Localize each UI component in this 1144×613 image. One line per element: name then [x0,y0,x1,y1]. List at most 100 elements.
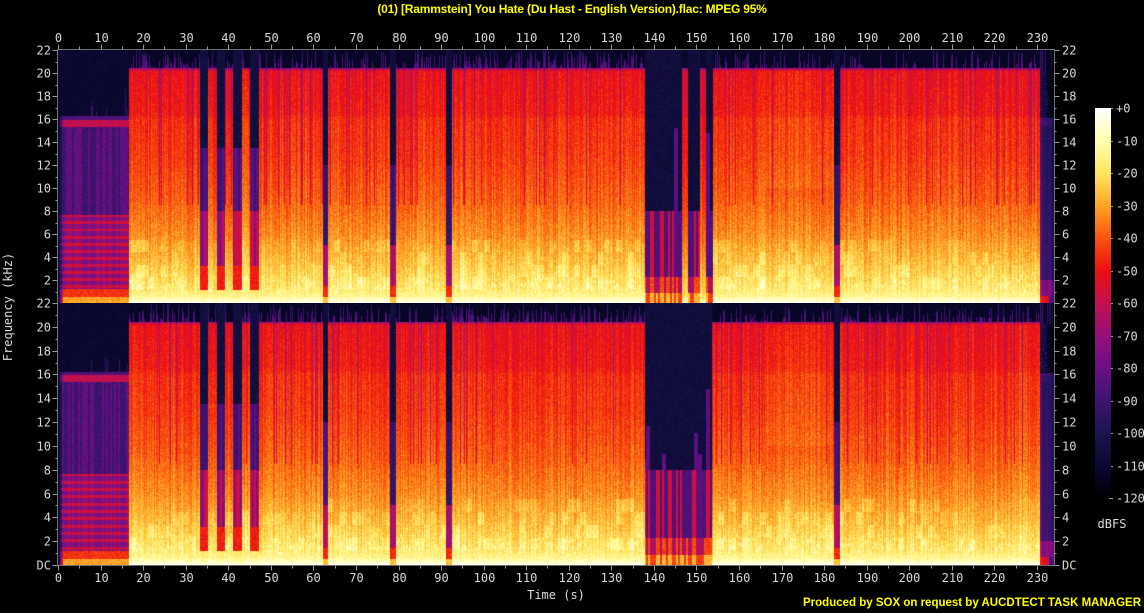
tick-label: 0 [55,31,62,45]
bottom-axis-ticks: 0 10 20 30 40 50 60 70 80 90 100 110 120 130 140 150 160… [55,565,1049,585]
tick-label: 14 [37,392,51,406]
tick-label: 150 [686,31,708,45]
tick-label: -80 [1116,362,1138,376]
tick-label: 70 [349,571,363,585]
tick-label: 40 [221,31,235,45]
top-axis-ticks: 0 10 20 30 40 50 60 70 80 90 100 110 120 130 140 150 160… [55,31,1048,50]
tick-label: 12 [37,416,51,430]
tick-label: 50 [264,571,278,585]
tick-label: 10 [37,182,51,196]
tick-label: 230 [1027,571,1049,585]
tick-label: 230 [1027,31,1049,45]
tick-label: -20 [1116,167,1138,181]
tick-label: 4 [1062,251,1069,265]
tick-label: 2 [1062,274,1069,288]
tick-label: 220 [984,571,1006,585]
tick-label: 18 [37,90,51,104]
tick-label: 16 [37,113,51,127]
tick-label: -120 [1116,492,1144,506]
tick-label: 20 [1062,67,1076,81]
tick-label: 210 [942,571,964,585]
tick-label: 20 [136,571,150,585]
tick-label: 2 [44,535,51,549]
tick-label: 20 [136,31,150,45]
tick-label: 20 [1062,321,1076,335]
tick-label: 22 [37,44,51,58]
spectrogram-left-channel [58,50,1054,303]
tick-label: -70 [1116,330,1138,344]
tick-label: 30 [179,31,193,45]
y-axis-label: Frequency (kHz) [1,252,15,362]
tick-label: 130 [601,31,623,45]
tick-label: 80 [392,571,406,585]
plot-border [57,49,1055,566]
tick-label: 120 [559,31,581,45]
tick-label: 22 [1062,44,1076,58]
tick-label: 12 [37,159,51,173]
tick-label: 110 [516,571,538,585]
tick-label: 14 [1062,392,1076,406]
tick-label: 30 [179,571,193,585]
tick-label: 16 [37,368,51,382]
tick-label: 4 [44,251,51,265]
tick-label: 18 [1062,90,1076,104]
tick-label: 6 [44,488,51,502]
tick-label: -10 [1116,135,1138,149]
tick-label: 190 [857,571,879,585]
tick-label: 20 [37,67,51,81]
tick-label: 16 [1062,368,1076,382]
tick-label: +0 [1116,102,1130,116]
tick-label: 170 [772,571,794,585]
tick-label: 8 [1062,205,1069,219]
x-axis-label: Time (s) [527,588,585,602]
tick-label: 50 [264,31,278,45]
tick-label: 140 [644,571,666,585]
tick-label: 90 [434,571,448,585]
tick-label: 140 [644,31,666,45]
tick-label: 4 [44,511,51,525]
tick-label: 170 [772,31,794,45]
tick-label: 90 [434,31,448,45]
tick-label: 14 [37,136,51,150]
tick-label: DC [37,559,51,573]
tick-label: 22 [37,297,51,311]
tick-label: 180 [814,31,836,45]
tick-label: 200 [899,571,921,585]
tick-label: -50 [1116,265,1138,279]
tick-label: 12 [1062,159,1076,173]
tick-label: 10 [1062,440,1076,454]
tick-label: 120 [559,571,581,585]
tick-label: 60 [306,31,320,45]
tick-label: 18 [37,345,51,359]
tick-label: 0 [55,571,62,585]
tick-label: -30 [1116,200,1138,214]
tick-label: 10 [37,440,51,454]
tick-label: 190 [857,31,879,45]
tick-label: 16 [1062,113,1076,127]
tick-label: 100 [474,571,496,585]
tick-label: 200 [899,31,921,45]
tick-label: 40 [221,571,235,585]
tick-label: -110 [1116,460,1144,474]
tick-label: 8 [44,205,51,219]
tick-label: 8 [1062,464,1069,478]
tick-label: -90 [1116,395,1138,409]
footer-credit: Produced by SOX on request by AUCDTECT T… [803,597,1141,609]
tick-label: 110 [516,31,538,45]
tick-label: 160 [729,571,751,585]
tick-label: 210 [942,31,964,45]
colorbar-unit-label: dBFS [1097,517,1127,531]
tick-label: 10 [94,571,108,585]
tick-label: 130 [601,571,623,585]
tick-label: 10 [1062,182,1076,196]
tick-label: 20 [37,321,51,335]
tick-label: 180 [814,571,836,585]
spectrogram-right-channel [58,303,1054,565]
tick-label: 150 [686,571,708,585]
tick-label: 220 [984,31,1006,45]
tick-label: 6 [1062,488,1069,502]
tick-label: 8 [44,464,51,478]
